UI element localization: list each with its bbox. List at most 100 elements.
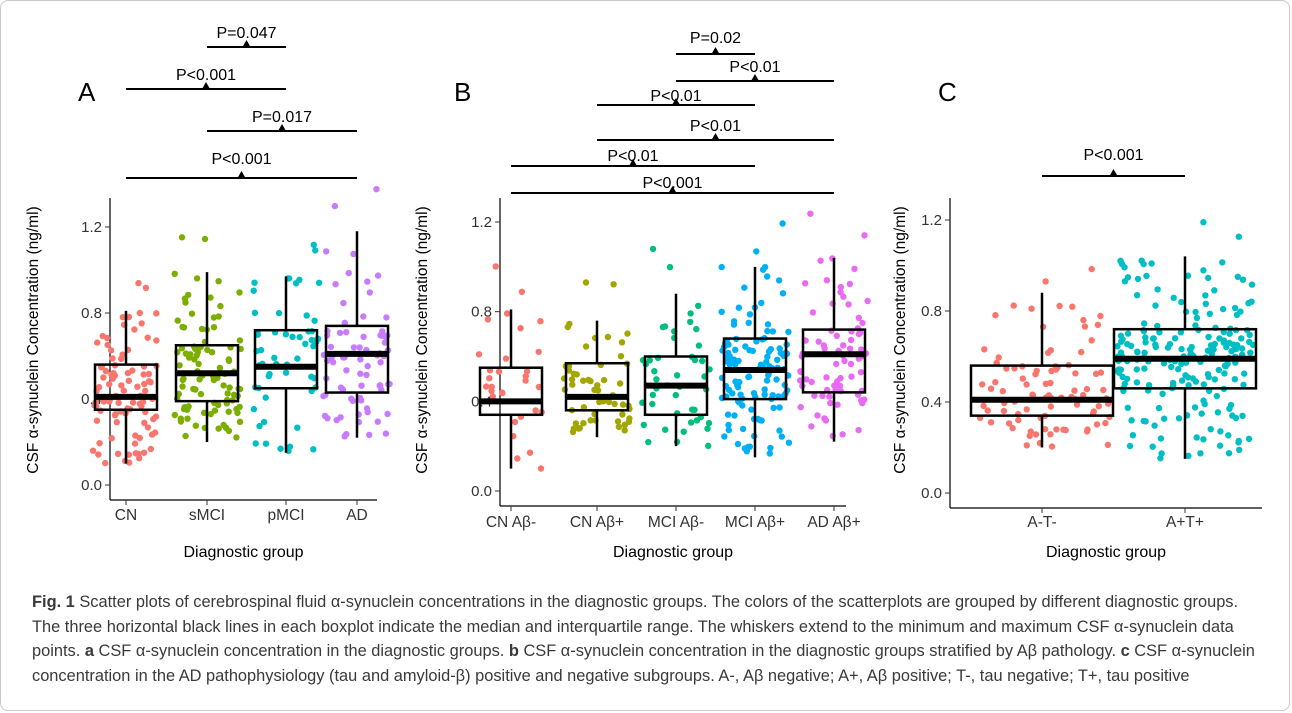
data-point: [855, 330, 863, 338]
data-point: [266, 370, 273, 378]
data-point: [580, 377, 587, 384]
data-point: [582, 343, 590, 350]
data-point: [649, 391, 657, 399]
data-point: [1211, 287, 1218, 294]
data-point: [1072, 370, 1079, 377]
data-point: [1205, 333, 1212, 341]
data-point: [294, 355, 301, 362]
data-point: [522, 372, 529, 380]
y-axis-title: CSF α-synuclein Concentration (ng/ml): [892, 206, 909, 473]
data-point: [1026, 432, 1033, 440]
data-point: [180, 324, 188, 331]
data-point: [1097, 369, 1105, 376]
data-point: [992, 379, 999, 386]
data-point: [737, 391, 744, 398]
data-point: [357, 370, 364, 377]
data-point: [1029, 391, 1036, 398]
data-point: [489, 393, 496, 400]
data-point: [135, 450, 142, 457]
y-tick-label: 1.2: [81, 219, 102, 236]
data-point: [147, 445, 155, 453]
data-point: [182, 432, 189, 440]
data-point: [764, 273, 771, 280]
data-point: [779, 290, 787, 297]
data-point: [136, 400, 144, 407]
data-point: [817, 257, 824, 264]
data-point: [1052, 366, 1060, 373]
x-tick-label: A+T+: [1166, 514, 1204, 531]
data-point: [93, 417, 101, 424]
data-point: [343, 367, 350, 374]
data-point: [331, 202, 339, 210]
data-point: [749, 347, 756, 355]
data-point: [1217, 428, 1224, 435]
data-point: [262, 440, 270, 447]
data-point: [666, 263, 674, 271]
data-point: [1047, 379, 1054, 387]
box-iqr: [801, 328, 867, 394]
data-point: [1071, 387, 1078, 394]
data-point: [724, 354, 731, 361]
data-point: [522, 377, 529, 384]
data-point: [131, 326, 138, 333]
data-point: [1015, 416, 1022, 424]
data-point: [1235, 437, 1243, 445]
data-point: [201, 235, 209, 243]
data-point: [803, 376, 810, 383]
data-point: [381, 339, 389, 346]
data-point: [311, 317, 318, 324]
data-point: [1192, 322, 1199, 329]
data-point: [260, 418, 268, 426]
data-point: [340, 299, 347, 307]
data-point: [358, 382, 365, 389]
data-point: [286, 275, 293, 282]
data-point: [140, 371, 147, 378]
data-point: [250, 405, 258, 413]
data-point: [1161, 415, 1168, 422]
data-point: [132, 432, 139, 439]
data-point: [1239, 412, 1246, 419]
data-point: [1226, 330, 1233, 337]
data-point: [207, 410, 214, 418]
data-point: [251, 309, 259, 316]
data-point: [1032, 371, 1039, 378]
data-point: [1104, 441, 1112, 449]
panel-letter: A: [78, 77, 96, 107]
data-point: [861, 232, 868, 239]
x-tick-label: AD Aβ+: [807, 514, 860, 531]
data-point: [1114, 343, 1121, 350]
data-point: [987, 385, 995, 392]
figure-svg: A 0.0 0.4 0.8 1.2 CSF α-synuclein Concentrati…: [25, 25, 1262, 561]
data-point: [1133, 379, 1141, 386]
data-point: [1169, 379, 1177, 387]
data-point: [1028, 305, 1035, 312]
data-point: [226, 384, 233, 391]
data-point: [1151, 422, 1158, 429]
data-point: [672, 391, 679, 399]
data-point: [764, 321, 772, 328]
data-point: [1175, 366, 1182, 373]
comparison-p-value: P=0.017: [252, 109, 312, 126]
data-point: [366, 289, 373, 296]
comparison-p-value: P<0.01: [607, 148, 658, 165]
data-point: [1154, 286, 1161, 293]
data-point: [125, 313, 133, 321]
data-point: [1152, 302, 1159, 309]
data-point: [745, 319, 752, 326]
data-point: [725, 426, 732, 434]
data-point: [224, 390, 231, 397]
data-point: [857, 369, 865, 376]
data-point: [1010, 302, 1017, 309]
data-point: [171, 270, 178, 277]
data-point: [339, 386, 347, 393]
data-point: [188, 310, 196, 317]
data-point: [739, 402, 746, 409]
data-point: [1080, 316, 1087, 324]
data-point: [1215, 366, 1223, 374]
data-point: [537, 465, 545, 472]
data-point: [1207, 426, 1214, 433]
y-tick-label: 0.8: [81, 305, 102, 322]
comparison-p-value: P<0.01: [650, 88, 701, 105]
data-point: [135, 279, 142, 287]
data-point: [1127, 342, 1135, 350]
